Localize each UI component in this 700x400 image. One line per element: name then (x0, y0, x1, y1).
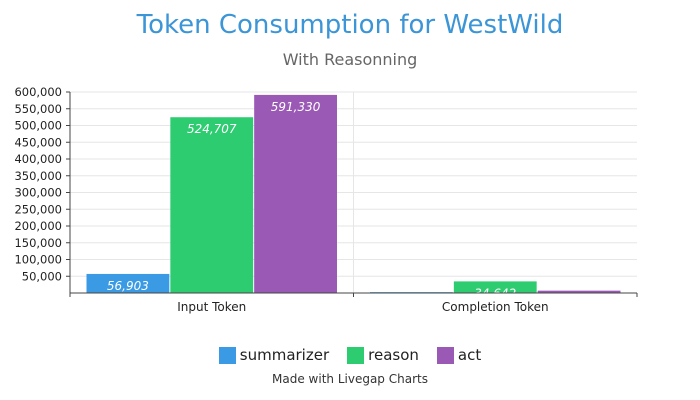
legend-swatch (436, 346, 454, 364)
footer-credit: Made with Livegap Charts (272, 372, 428, 386)
y-tick-label: 300,000 (14, 186, 62, 200)
grid-layer (70, 91, 637, 293)
legend-label: act (457, 346, 482, 364)
x-tick-label: Completion Token (442, 300, 549, 314)
legend-swatch (218, 346, 236, 364)
legend: summarizer reason act (0, 346, 700, 364)
y-tick-label: 100,000 (14, 253, 62, 267)
legend-swatch (347, 346, 365, 364)
axis-layer: 50,000 100,000 150,000 200,000 250,000 300,00… (14, 85, 638, 314)
y-tick-label: 450,000 (14, 135, 62, 149)
chart-subtitle: With Reasonning (282, 50, 418, 69)
y-tick-label: 550,000 (14, 102, 62, 116)
data-label: 524,707 (187, 122, 237, 136)
bars-layer (86, 94, 621, 294)
x-tick-label: Input Token (177, 300, 246, 314)
bar-reason-0 (170, 117, 254, 294)
bar-act-1 (537, 290, 621, 293)
y-tick-label: 200,000 (14, 219, 62, 233)
data-label: 591,330 (271, 100, 321, 114)
y-tick-label: 500,000 (14, 119, 62, 133)
legend-item-act[interactable]: act (436, 346, 482, 364)
y-tick-label: 50,000 (22, 269, 62, 283)
legend-label: reason (368, 346, 419, 364)
y-tick-label: 150,000 (14, 236, 62, 250)
legend-item-summarizer[interactable]: summarizer (218, 346, 330, 364)
y-tick-label: 350,000 (14, 169, 62, 183)
legend-label: summarizer (239, 346, 330, 364)
chart-title: Token Consumption for WestWild (136, 10, 564, 40)
bar-act-0 (254, 94, 337, 293)
legend-item-reason[interactable]: reason (347, 346, 419, 364)
data-label: 56,903 (107, 279, 149, 293)
y-tick-label: 250,000 (14, 202, 62, 216)
bar-summarizer-0 (86, 273, 170, 293)
bar-reason-1 (453, 281, 537, 293)
y-tick-label: 600,000 (14, 85, 62, 99)
y-tick-label: 400,000 (14, 152, 62, 166)
